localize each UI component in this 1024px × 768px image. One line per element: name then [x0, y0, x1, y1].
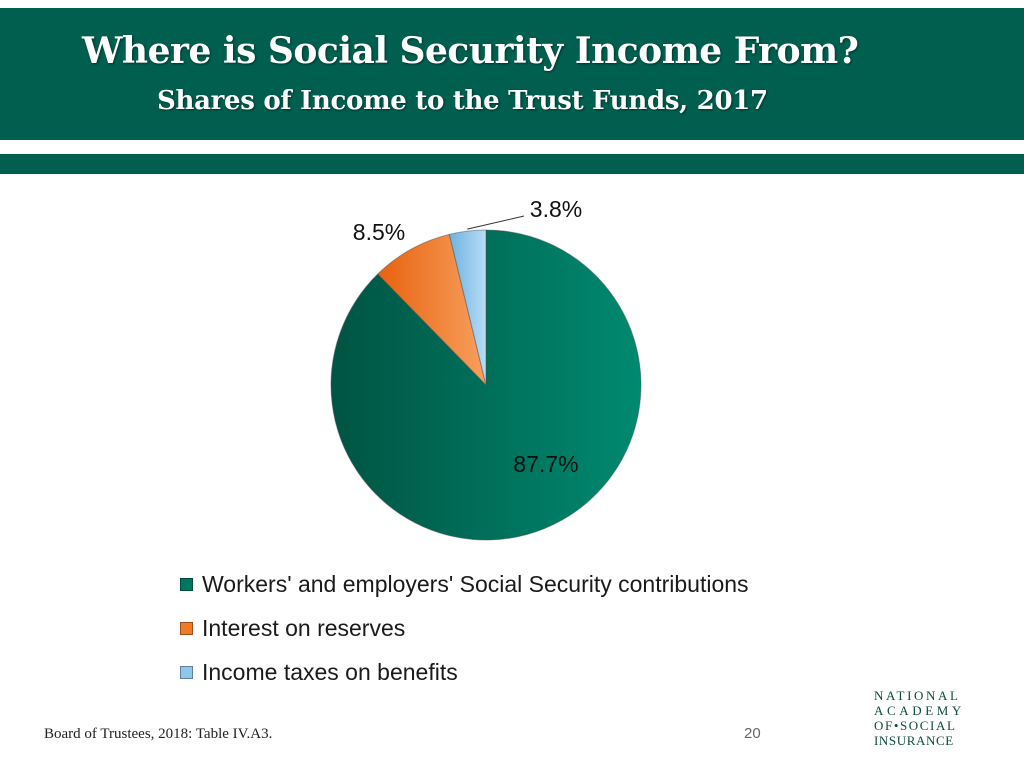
logo-line: INSURANCE	[874, 733, 954, 748]
chart-legend: Workers' and employers' Social Security …	[180, 562, 749, 694]
nasi-logo: NATIONAL ACADEMY OF•SOCIAL INSURANCE	[874, 688, 964, 748]
slice-label-interest: 8.5%	[353, 219, 405, 245]
slice-label-contributions: 87.7%	[513, 451, 578, 477]
accent-stripe	[0, 154, 1024, 174]
legend-item-interest: Interest on reserves	[180, 606, 749, 650]
legend-item-contributions: Workers' and employers' Social Security …	[180, 562, 749, 606]
pie-slice-income-taxes	[448, 229, 487, 386]
logo-line: NATIONAL	[874, 688, 961, 703]
legend-swatch-contributions	[180, 577, 193, 591]
slice-leader-line	[467, 215, 525, 230]
page-number: 20	[744, 725, 761, 742]
pie-slice-contributions	[330, 229, 642, 541]
logo-line: ACADEMY	[874, 703, 965, 718]
pie-chart: 87.7% 8.5% 3.8%	[330, 196, 642, 541]
slide-title: Where is Social Security Income From?	[82, 30, 859, 72]
legend-item-income-taxes: Income taxes on benefits	[180, 650, 749, 694]
legend-label-income-taxes: Income taxes on benefits	[202, 658, 458, 685]
legend-swatch-income-taxes	[180, 665, 193, 679]
slice-label-income-taxes: 3.8%	[530, 196, 582, 222]
legend-swatch-interest	[180, 621, 193, 635]
legend-label-contributions: Workers' and employers' Social Security …	[202, 570, 749, 597]
title-banner: Where is Social Security Income From? Sh…	[0, 8, 1024, 140]
slide-subtitle: Shares of Income to the Trust Funds, 201…	[157, 86, 768, 116]
source-citation: Board of Trustees, 2018: Table IV.A3.	[44, 726, 273, 742]
legend-label-interest: Interest on reserves	[202, 614, 406, 641]
pie-slice-interest	[377, 233, 487, 387]
logo-line: OF•SOCIAL	[874, 718, 957, 733]
